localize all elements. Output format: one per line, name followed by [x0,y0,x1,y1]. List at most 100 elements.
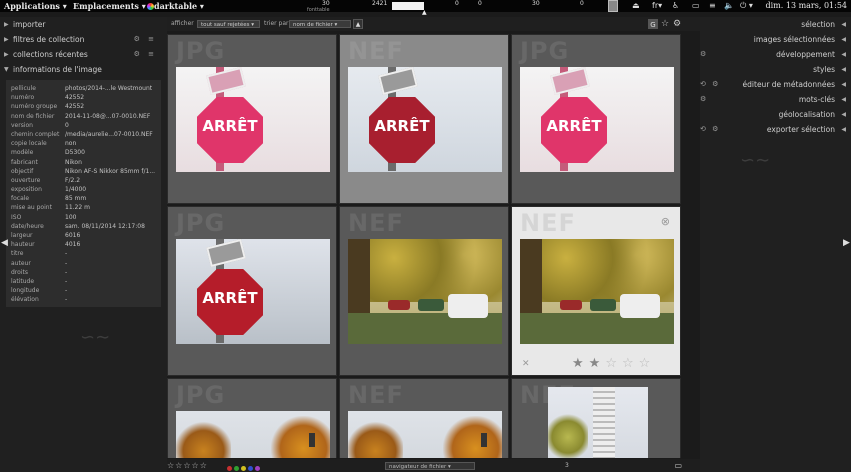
thumbnail-cell[interactable]: NEF [511,378,681,458]
right-module[interactable]: sélection ◀ [700,17,851,32]
right-panel-toggle-icon[interactable]: ▶ [843,238,850,248]
screen-icon[interactable]: ▭ [692,1,700,10]
module-import[interactable]: ▶ importer [0,17,167,32]
right-module[interactable]: ⚙ développement ◀ [700,47,851,62]
file-extension-label: NEF [348,381,404,409]
power-icon[interactable]: ⏻ ▾ [740,1,753,10]
thumbnail-image[interactable]: ARRÊT [176,239,330,344]
thumbnail-rating[interactable]: ★★☆☆☆ [572,356,655,371]
panel-ornament-icon: ∽∼ [740,150,771,171]
color-label-dot[interactable] [234,466,239,471]
volume-icon[interactable]: 🔈 [724,1,734,10]
module-tools-icon[interactable]: ⚙ ≡ [133,35,157,43]
eject-icon[interactable]: ⏏ [632,1,640,10]
zoom-value[interactable]: 3 [565,462,569,469]
left-panel-toggle-icon[interactable]: ◀ [1,238,8,248]
thumbnail-image[interactable] [176,411,330,458]
info-value: - [65,287,68,295]
clock[interactable]: dim. 13 mars, 01:54 [765,1,848,10]
right-module[interactable]: images sélectionnées ◀ [700,32,851,47]
rating-star-icon[interactable]: ☆ [621,356,639,371]
module-tools-icon[interactable]: ⟲ ⚙ [700,125,721,133]
system-top-bar: Applications ▾ Emplacements ▾ darktable … [0,0,851,16]
navigator-select[interactable]: navigateur de fichier ▾ [385,462,475,470]
thumbnail-image[interactable] [348,239,502,344]
color-label-dot[interactable] [248,466,253,471]
active-app-menu[interactable]: darktable ▾ [147,1,204,11]
info-key: numéro [11,94,35,102]
color-label-dot[interactable] [227,466,232,471]
thumbnail-cell[interactable]: JPG [167,378,337,458]
color-labels[interactable] [227,463,262,472]
right-module[interactable]: ⟲ ⚙ exporter sélection ◀ [700,122,851,137]
fullscreen-icon[interactable]: ▭ [674,461,682,470]
monitor-sublabel: fonttable [307,7,330,13]
altered-icon[interactable]: ⊗ [660,215,670,228]
info-row: longitude - [11,286,161,295]
rating-star-icon[interactable]: ★ [588,356,606,371]
right-module[interactable]: ⟲ ⚙ éditeur de métadonnées ◀ [700,77,851,92]
thumbnail-cell[interactable]: JPG ARRÊT [511,34,681,204]
file-extension-label: NEF [348,37,404,65]
thumbnail-cell[interactable]: NEF ARRÊT [339,34,509,204]
photo-car [590,298,616,311]
module-image-information[interactable]: ▼ informations de l'image [0,62,167,77]
info-value: 42552 [65,94,85,102]
thumbnail-cell[interactable]: NEF [339,206,509,376]
info-value: non [65,140,77,148]
module-tools-icon[interactable]: ⚙ [700,95,709,103]
thumbnail-image[interactable]: ARRÊT [348,67,502,172]
applications-menu[interactable]: Applications ▾ [4,1,67,11]
rating-stars[interactable]: ☆☆☆☆☆ [167,461,208,470]
keyboard-layout[interactable]: fr▾ [652,1,663,10]
accessibility-icon[interactable]: ♿ [672,1,680,10]
thumbnail-image[interactable]: ARRÊT [176,67,330,172]
overlay-star-icon[interactable]: ☆ [661,19,670,29]
thumbnail-cell[interactable]: NEF [339,378,509,458]
thumbnail-image[interactable] [520,239,674,344]
module-tools-icon[interactable]: ⟲ ⚙ [700,80,721,88]
photo-stop-text: ARRÊT [374,117,430,135]
module-tools-icon[interactable]: ⚙ [700,50,709,58]
thumbnail-cell[interactable]: JPG ARRÊT [167,34,337,204]
reject-icon[interactable]: ✕ [522,359,530,369]
rating-star-icon[interactable]: ☆ [638,356,656,371]
info-key: pellicule [11,85,36,92]
rating-star-icon[interactable]: ★ [572,356,589,371]
thumbnail-cell[interactable]: JPG ARRÊT [167,206,337,376]
thumbnail-image[interactable]: ARRÊT [520,67,674,172]
show-filter-select[interactable]: tout sauf rejetées ▾ [197,20,260,28]
info-value: 4016 [65,241,81,249]
thumbnail-image[interactable] [348,411,502,458]
network-icon[interactable]: ≡ [709,1,716,10]
module-tools-icon[interactable]: ⚙ ≡ [133,50,157,58]
expand-icon: ◀ [841,51,846,58]
expand-icon: ▶ [4,21,9,28]
workspace-switcher[interactable] [608,0,618,12]
color-label-dot[interactable] [241,466,246,471]
sort-select[interactable]: nom de fichier ▾ [289,20,351,28]
sort-order-button[interactable]: ▲ [353,19,363,29]
right-module[interactable]: géolocalisation ◀ [700,107,851,122]
module-collection-filters[interactable]: ▶ filtres de collection ⚙ ≡ [0,32,167,47]
module-recent-collections[interactable]: ▶ collections récentes ⚙ ≡ [0,47,167,62]
info-value: 85 mm [65,195,87,203]
info-key: exposition [11,186,42,194]
rating-star-icon[interactable]: ☆ [605,356,622,371]
info-row: pellicule photos/2014-...le Westmount [11,84,161,93]
thumbnail-image[interactable] [548,387,648,458]
monitor-value-2: 2421 [372,0,388,7]
info-row: ISO 100 [11,213,161,222]
preferences-gear-icon[interactable]: ⚙ [673,19,682,29]
grouping-button[interactable]: G [648,19,658,29]
places-menu[interactable]: Emplacements ▾ [73,1,146,11]
right-module[interactable]: ⚙ mots-clés ◀ [700,92,851,107]
thumbnail-cell[interactable]: NEF ✕ ★★☆☆☆ ⊗ [511,206,681,376]
color-label-dot[interactable] [255,466,260,471]
expand-icon: ◀ [841,111,846,118]
photo-stop-sign [369,97,435,163]
right-module[interactable]: styles ◀ [700,62,851,77]
info-key: hauteur [11,241,35,249]
info-key: numéro groupe [11,103,58,111]
info-key: élévation [11,296,39,304]
